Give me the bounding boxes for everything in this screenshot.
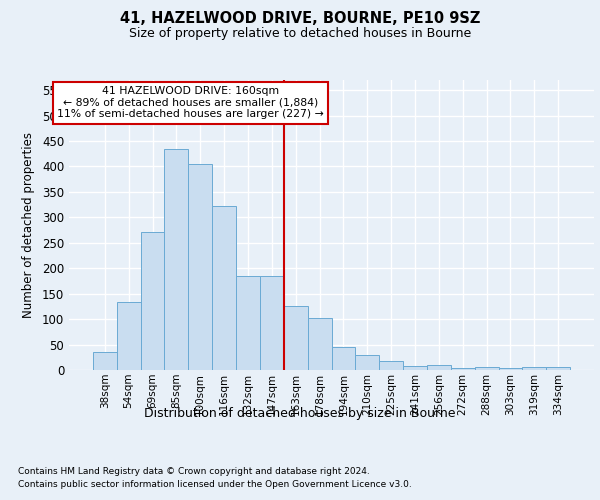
Bar: [164, 148, 188, 370]
Bar: [188, 164, 212, 370]
Bar: [308, 318, 331, 370]
Y-axis label: Number of detached properties: Number of detached properties: [22, 132, 35, 318]
Bar: [523, 368, 546, 370]
Bar: [236, 276, 260, 370]
Bar: [260, 276, 284, 370]
Bar: [427, 365, 451, 370]
Bar: [93, 352, 117, 370]
Bar: [475, 368, 499, 370]
Bar: [355, 355, 379, 370]
Bar: [546, 367, 570, 370]
Bar: [379, 361, 403, 370]
Text: 41, HAZELWOOD DRIVE, BOURNE, PE10 9SZ: 41, HAZELWOOD DRIVE, BOURNE, PE10 9SZ: [120, 11, 480, 26]
Bar: [331, 347, 355, 370]
Bar: [451, 368, 475, 370]
Text: Size of property relative to detached houses in Bourne: Size of property relative to detached ho…: [129, 28, 471, 40]
Bar: [403, 366, 427, 370]
Bar: [499, 368, 523, 370]
Bar: [284, 306, 308, 370]
Bar: [117, 302, 140, 370]
Text: Contains public sector information licensed under the Open Government Licence v3: Contains public sector information licen…: [18, 480, 412, 489]
Text: 41 HAZELWOOD DRIVE: 160sqm
← 89% of detached houses are smaller (1,884)
11% of s: 41 HAZELWOOD DRIVE: 160sqm ← 89% of deta…: [58, 86, 324, 120]
Text: Contains HM Land Registry data © Crown copyright and database right 2024.: Contains HM Land Registry data © Crown c…: [18, 468, 370, 476]
Text: Distribution of detached houses by size in Bourne: Distribution of detached houses by size …: [144, 408, 456, 420]
Bar: [140, 232, 164, 370]
Bar: [212, 206, 236, 370]
